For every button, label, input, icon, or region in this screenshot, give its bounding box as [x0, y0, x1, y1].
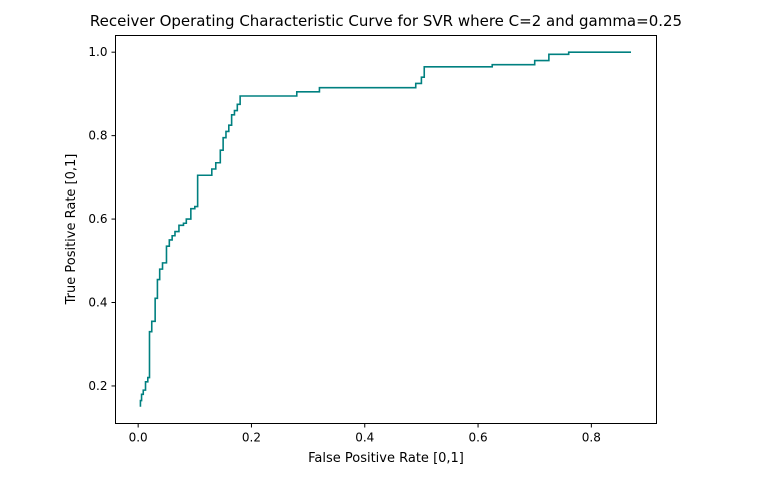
axis-ticks: 0.0 0.2 0.4 0.6 0.8 0.2 0.4 0.6 0.8 1.0	[88, 45, 600, 444]
x-tick-label: 0.8	[582, 431, 601, 445]
x-tick-label: 0.2	[242, 431, 261, 445]
x-axis-label: False Positive Rate [0,1]	[308, 451, 464, 466]
plot-area	[139, 51, 632, 407]
y-tick-label: 0.6	[88, 212, 107, 226]
chart-title: Receiver Operating Characteristic Curve …	[90, 12, 682, 30]
x-tick-label: 0.0	[129, 431, 148, 445]
y-axis-label: True Positive Rate [0,1]	[64, 154, 79, 306]
x-tick-label: 0.4	[355, 431, 374, 445]
y-tick-label: 0.2	[88, 379, 107, 393]
plot-frame	[115, 35, 657, 424]
y-tick-label: 0.8	[88, 129, 107, 143]
x-tick-label: 0.6	[469, 431, 488, 445]
y-tick-label: 1.0	[88, 45, 107, 59]
roc-curve-line	[139, 51, 632, 407]
y-tick-label: 0.4	[88, 296, 107, 310]
